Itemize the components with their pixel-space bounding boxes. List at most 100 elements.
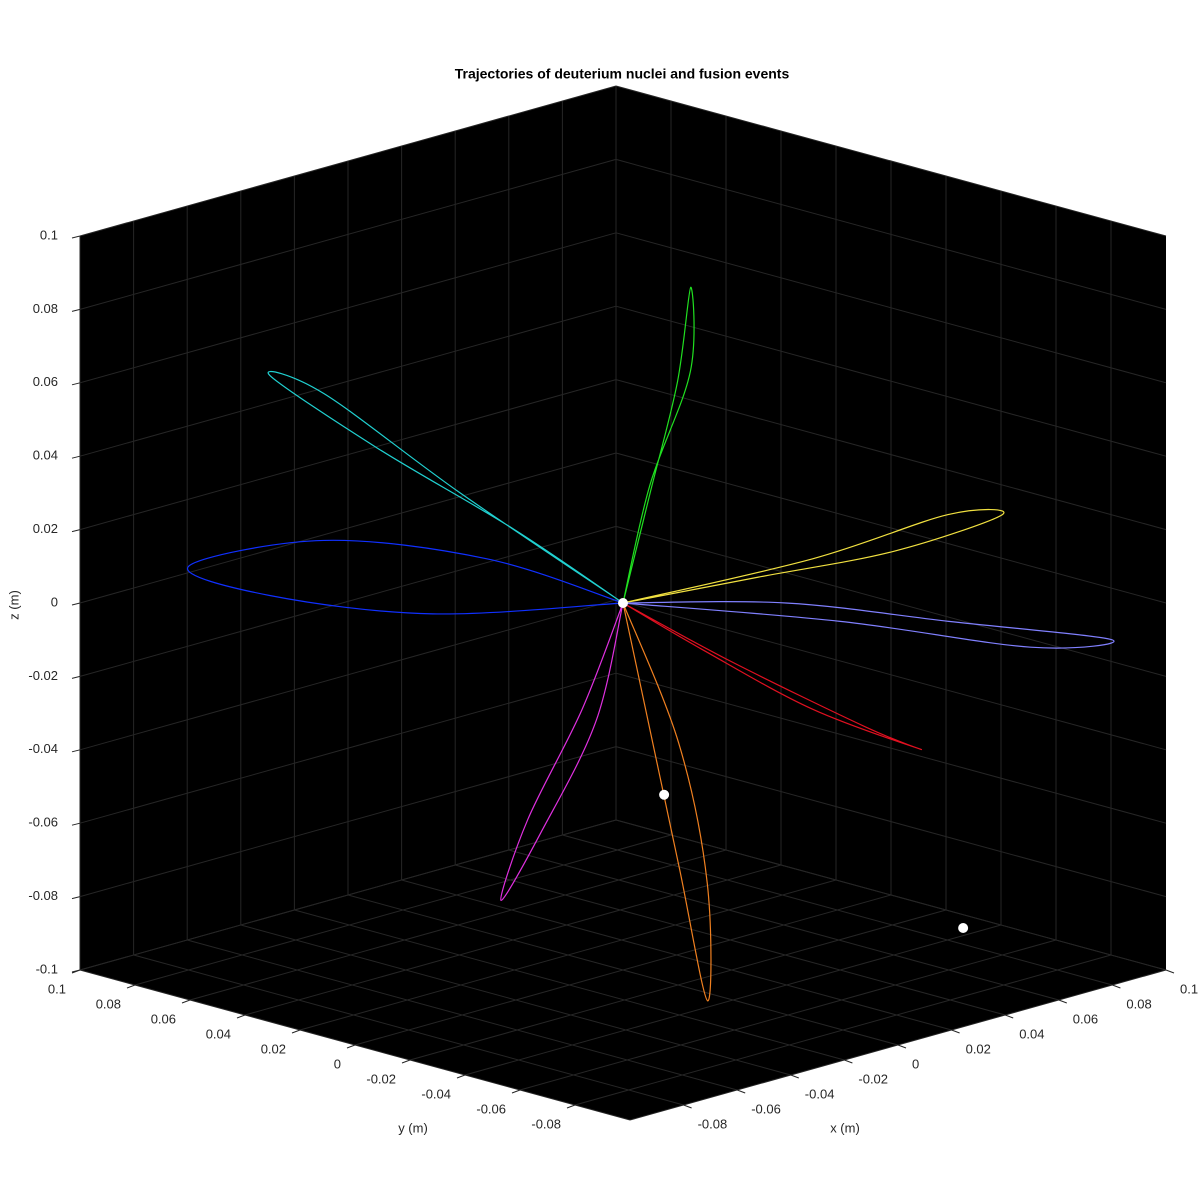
trajectory xyxy=(500,602,624,901)
grid-line xyxy=(409,909,947,1061)
tick-mark xyxy=(1058,999,1067,1004)
chart-title: Trajectories of deuterium nuclei and fus… xyxy=(455,66,790,82)
grid-line xyxy=(615,379,1167,531)
x-tick-label: 0.06 xyxy=(1073,1011,1098,1026)
grid-line xyxy=(615,525,1167,677)
trajectory xyxy=(186,539,624,615)
z-tick-label: -0.06 xyxy=(28,815,58,830)
grid-line xyxy=(79,746,617,898)
tick-mark xyxy=(566,1104,576,1109)
tick-mark xyxy=(737,1089,746,1094)
grid-line xyxy=(519,939,1057,1091)
y-axis-label: y (m) xyxy=(398,1120,428,1135)
grid-line xyxy=(574,954,1112,1106)
grid-line xyxy=(615,746,1167,898)
grid-line xyxy=(79,379,617,531)
grid-line xyxy=(615,158,1167,310)
tick-mark xyxy=(181,999,191,1004)
tick-mark xyxy=(401,1059,411,1064)
z-tick-label: 0.08 xyxy=(33,301,58,316)
trajectory xyxy=(622,602,923,751)
tick-mark xyxy=(897,1044,907,1049)
tick-mark xyxy=(71,235,81,239)
y-tick-label: -0.02 xyxy=(366,1071,396,1086)
trajectory xyxy=(622,601,1115,649)
z-axis-label: z (m) xyxy=(6,590,21,620)
x-tick-label: 0.04 xyxy=(1019,1026,1044,1041)
grid-line xyxy=(615,452,1167,604)
tick-mark xyxy=(71,602,81,606)
y-tick-label: 0.06 xyxy=(151,1011,176,1026)
x-tick-label: 0.02 xyxy=(966,1041,991,1056)
tick-mark xyxy=(71,969,81,974)
grid-line xyxy=(615,305,1167,457)
tick-mark xyxy=(71,382,81,386)
tick-mark xyxy=(71,308,81,312)
grid-line xyxy=(134,834,672,986)
grid-line xyxy=(615,819,1167,971)
grid-line xyxy=(615,672,1167,824)
x-tick-label: 0.08 xyxy=(1126,996,1151,1011)
tick-mark xyxy=(456,1074,466,1079)
grid-line xyxy=(244,864,782,1016)
y-tick-label: 0.04 xyxy=(206,1026,231,1041)
y-tick-label: -0.08 xyxy=(531,1116,561,1131)
tick-mark xyxy=(1005,1014,1014,1019)
x-axis-label: x (m) xyxy=(830,1120,860,1135)
grid-line xyxy=(354,894,892,1046)
y-tick-label: -0.06 xyxy=(476,1101,506,1116)
z-tick-label: 0.02 xyxy=(33,521,58,536)
grid-line xyxy=(615,85,1167,237)
trajectory xyxy=(267,370,624,604)
tick-mark xyxy=(71,675,81,679)
tick-mark xyxy=(71,455,81,459)
tick-mark xyxy=(71,822,81,826)
z-tick-label: -0.08 xyxy=(28,888,58,903)
grid-line xyxy=(79,305,617,457)
tick-mark xyxy=(71,896,81,900)
grid-line xyxy=(615,232,1167,384)
x-tick-label: -0.08 xyxy=(698,1116,728,1131)
fusion-event xyxy=(659,789,670,800)
grid-line xyxy=(615,599,1167,751)
grid-line xyxy=(79,525,617,677)
grid-line xyxy=(79,158,617,310)
x-tick-label: 0 xyxy=(912,1056,919,1071)
grid-line xyxy=(79,85,617,237)
fusion-event xyxy=(958,923,969,933)
tick-mark xyxy=(1165,969,1175,974)
trajectory xyxy=(622,508,1005,604)
z-tick-label: 0.06 xyxy=(33,374,58,389)
z-tick-label: -0.04 xyxy=(28,741,58,756)
tick-mark xyxy=(236,1014,246,1019)
z-tick-label: 0.1 xyxy=(40,227,58,242)
fusion-event xyxy=(618,598,628,608)
tick-mark xyxy=(844,1059,853,1064)
x-tick-label: -0.02 xyxy=(858,1071,888,1086)
x-tick-label: -0.06 xyxy=(751,1101,781,1116)
trajectory xyxy=(622,286,695,604)
x-tick-label: 0.1 xyxy=(1180,981,1198,996)
tick-mark xyxy=(683,1104,692,1109)
tick-mark xyxy=(951,1029,960,1034)
tick-mark xyxy=(346,1044,356,1049)
z-tick-label: -0.02 xyxy=(28,668,58,683)
z-tick-label: 0 xyxy=(51,594,58,609)
y-tick-label: 0 xyxy=(334,1056,341,1071)
y-tick-label: -0.04 xyxy=(421,1086,451,1101)
z-tick-label: 0.04 xyxy=(33,448,58,463)
tick-mark xyxy=(71,529,81,533)
grid-line xyxy=(79,599,617,751)
grid-line xyxy=(79,452,617,604)
tick-mark xyxy=(790,1074,799,1079)
grid-line xyxy=(299,879,837,1031)
trajectory xyxy=(622,602,712,1002)
y-tick-label: 0.1 xyxy=(48,981,66,996)
tick-mark xyxy=(71,749,81,753)
grid-line xyxy=(464,924,1002,1076)
z-tick-label: -0.1 xyxy=(36,961,58,976)
grid-line xyxy=(189,849,727,1001)
y-tick-label: 0.08 xyxy=(96,996,121,1011)
y-tick-label: 0.02 xyxy=(261,1041,286,1056)
x-tick-label: -0.04 xyxy=(805,1086,835,1101)
